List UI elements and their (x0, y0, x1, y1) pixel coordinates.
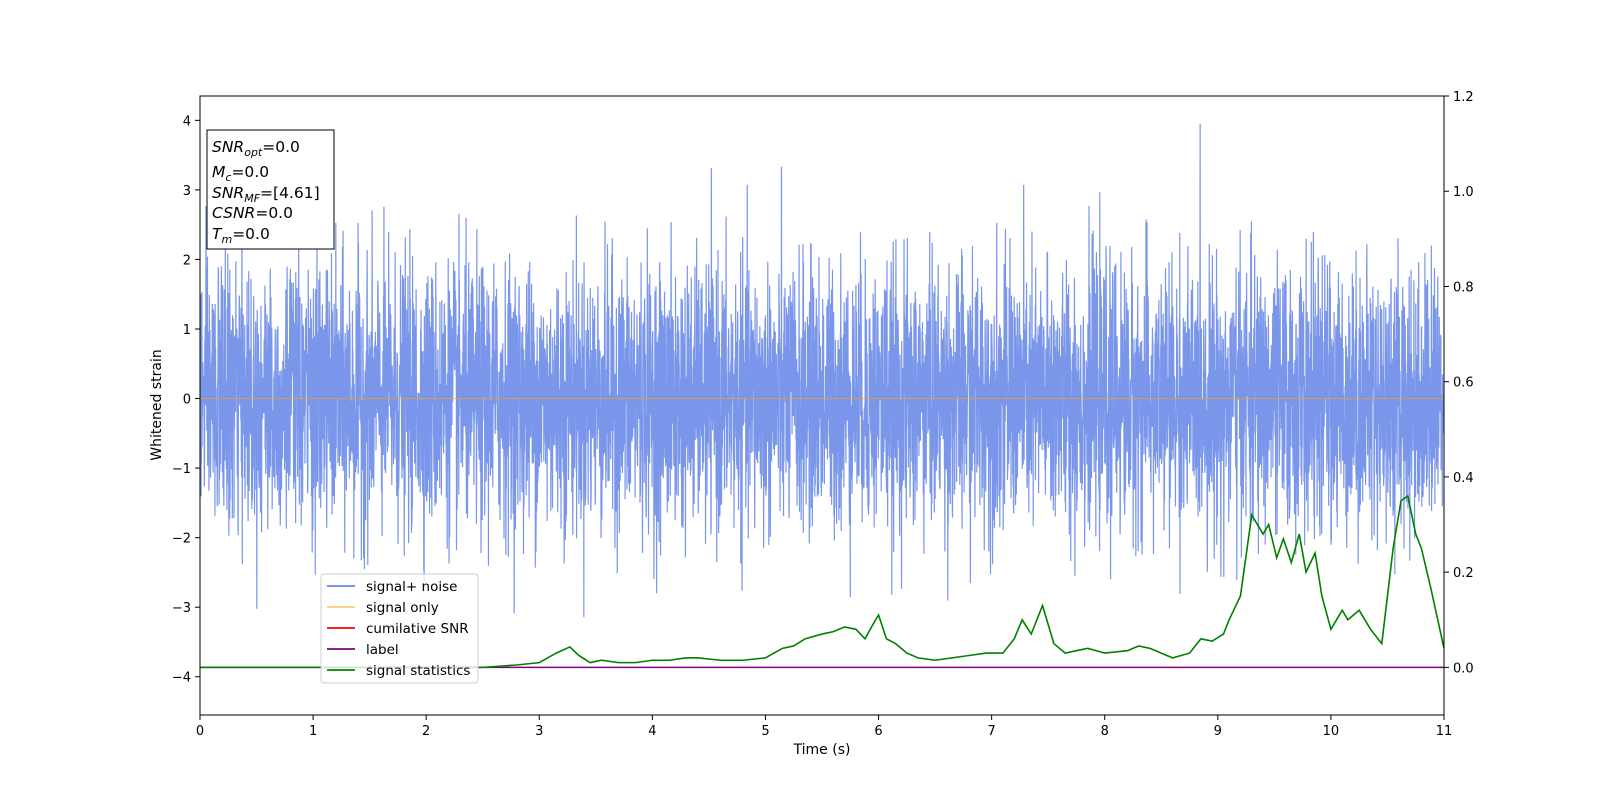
y-tick-label: 2 (183, 253, 191, 268)
y-tick-label: −1 (172, 462, 191, 477)
info-box-frame (206, 129, 335, 250)
legend-items: signal+ noise signal only cumilative SNR la… (327, 579, 470, 679)
x-axis: 0 1 2 3 4 5 6 7 8 9 10 11 (196, 715, 1452, 739)
x-tick-label: 5 (761, 724, 769, 739)
x-tick-label: 1 (309, 724, 317, 739)
x-tick-label: 4 (648, 724, 656, 739)
x-tick-label: 0 (196, 724, 204, 739)
x-tick-label: 7 (987, 724, 995, 739)
y2-tick-label: 0.0 (1453, 661, 1474, 676)
y-tick-label: −3 (172, 601, 191, 616)
info-snr-opt: SNRopt=0.0 (212, 138, 300, 159)
x-axis-label: Time (s) (793, 742, 851, 758)
legend-label-signal-noise: signal+ noise (366, 579, 457, 595)
x-tick-label: 8 (1101, 724, 1109, 739)
x-tick-label: 2 (422, 724, 430, 739)
y2-tick-label: 0.8 (1453, 280, 1474, 295)
y2-tick-label: 0.2 (1453, 566, 1474, 581)
series-layer (200, 123, 1444, 669)
y2-tick-label: 1.2 (1453, 90, 1474, 105)
y2-tick-label: 0.6 (1453, 376, 1474, 391)
x-tick-label: 11 (1436, 724, 1453, 739)
info-tm: Tm=0.0 (212, 225, 270, 246)
y-tick-label: 1 (183, 323, 191, 338)
y-tick-label: −2 (172, 532, 191, 547)
y2-tick-label: 0.4 (1453, 471, 1474, 486)
legend: signal+ noise signal only cumilative SNR la… (320, 573, 479, 684)
y2-tick-label: 1.0 (1453, 185, 1474, 200)
x-tick-label: 6 (874, 724, 882, 739)
legend-label-label: label (366, 642, 399, 658)
legend-label-cumilative-snr: cumilative SNR (366, 621, 469, 637)
legend-frame (320, 573, 479, 684)
y-tick-label: 0 (183, 393, 191, 408)
x-tick-label: 3 (535, 724, 543, 739)
series-line-signal-noise (200, 123, 1444, 618)
legend-label-signal-statistics: signal statistics (366, 663, 470, 679)
y-tick-label: −4 (172, 671, 191, 686)
info-csnr: CSNR=0.0 (212, 204, 293, 222)
legend-label-signal-only: signal only (366, 600, 439, 616)
x-tick-label: 9 (1214, 724, 1222, 739)
info-box: SNRopt=0.0 Mc=0.0 SNRMF=[4.61] CSNR=0.0 … (206, 129, 335, 250)
y-tick-label: 3 (183, 184, 191, 199)
y-axis-left: −4 −3 −2 −1 0 1 2 3 4 (172, 114, 200, 686)
y-axis-label: Whitened strain (149, 349, 165, 460)
info-mc: Mc=0.0 (212, 163, 269, 184)
info-snr-mf: SNRMF=[4.61] (212, 184, 320, 205)
axes-frame (199, 95, 1445, 716)
x-tick-label: 10 (1323, 724, 1340, 739)
series-line-signal-statistics (200, 494, 1444, 669)
y-tick-label: 4 (183, 114, 191, 129)
y-axis-right: 0.0 0.2 0.4 0.6 0.8 1.0 1.2 (1444, 90, 1474, 676)
